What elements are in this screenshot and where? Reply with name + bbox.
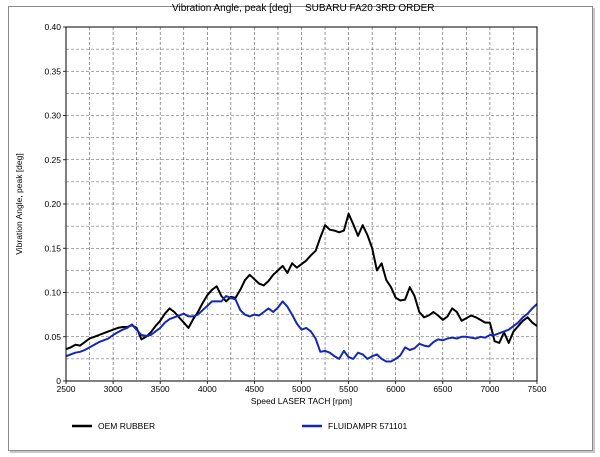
x-tick-label: 5000	[292, 384, 311, 394]
series-line-2	[65, 295, 538, 363]
legend-label-2: FLUIDAMPR 571101	[328, 421, 407, 431]
series-group	[65, 212, 538, 363]
y-tick-label: 0.10	[44, 288, 61, 298]
x-tick-label: 2500	[57, 384, 76, 394]
y-tick-label: 0.35	[44, 66, 61, 76]
x-tick-label: 5500	[339, 384, 358, 394]
x-tick-label: 3000	[104, 384, 123, 394]
legend-label-1: OEM RUBBER	[98, 421, 155, 431]
x-axis-label: Speed LASER TACH [rpm]	[251, 396, 352, 406]
legend: OEM RUBBER FLUIDAMPR 571101	[72, 421, 407, 431]
chart-title-right: SUBARU FA20 3RD ORDER	[305, 3, 435, 14]
chart-title-left: Vibration Angle, peak [deg]	[172, 3, 292, 14]
x-tick-label: 7000	[480, 384, 499, 394]
y-tick-label: 0.40	[44, 22, 61, 32]
y-tick-label: 0	[56, 376, 61, 386]
x-tick-label: 6500	[433, 384, 452, 394]
plot-border	[65, 26, 538, 382]
y-axis-ticks: 0 0.05 0.10 0.15 0.20 0.25 0.30 0.35 0.40	[44, 22, 66, 386]
x-tick-label: 7500	[528, 384, 547, 394]
y-axis-label: Vibration Angle, peak [deg]	[14, 153, 24, 254]
y-tick-label: 0.30	[44, 111, 61, 121]
y-tick-label: 0.15	[44, 243, 61, 253]
x-axis-ticks: 2500 3000 3500 4000 4500 5000 5500 6000 6500 7000…	[57, 381, 547, 394]
x-tick-label: 4000	[198, 384, 217, 394]
x-tick-label: 3500	[151, 384, 170, 394]
series-line-1	[65, 212, 538, 351]
grid	[66, 27, 537, 381]
y-tick-label: 0.20	[44, 199, 61, 209]
x-tick-label: 4500	[245, 384, 264, 394]
y-tick-label: 0.05	[44, 332, 61, 342]
y-tick-label: 0.25	[44, 155, 61, 165]
chart-frame	[8, 6, 593, 451]
x-tick-label: 6000	[386, 384, 405, 394]
